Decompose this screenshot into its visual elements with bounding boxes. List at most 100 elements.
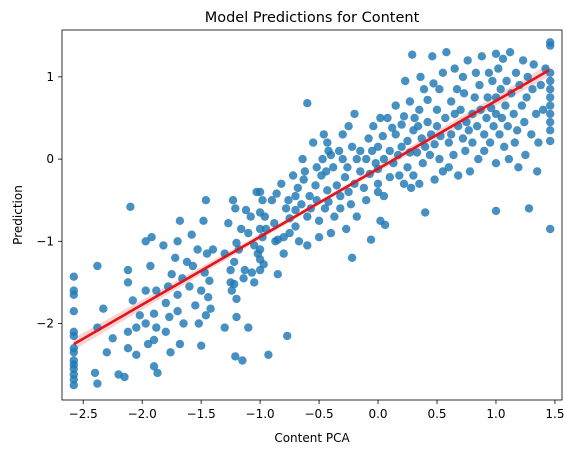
data-point [69,375,79,384]
data-point [224,219,233,228]
y-tick-label: 1 [46,70,54,84]
data-point [231,204,240,213]
data-point [279,249,288,258]
data-point [247,268,257,277]
data-point [391,101,400,110]
data-point [342,224,351,234]
data-point [240,265,249,275]
data-point [141,319,150,328]
data-point [281,204,291,213]
data-point [123,265,133,275]
x-axis-label: Content PCA [274,431,350,445]
data-point [347,142,357,151]
data-point [546,76,555,86]
data-point [447,97,456,106]
data-point [471,68,481,78]
data-point [255,224,265,234]
data-point [237,224,246,234]
data-point [378,131,387,141]
data-point [326,150,336,160]
data-point [291,191,300,201]
data-point [505,48,515,57]
data-point [369,122,378,131]
data-point [108,334,117,343]
data-point [126,202,135,211]
x-tick-label: −2.5 [69,407,98,421]
data-point [403,163,412,172]
data-point [201,196,211,205]
y-axis-label: Prediction [11,185,25,245]
data-point [230,279,239,289]
data-point [362,196,371,205]
data-point [546,93,555,102]
data-point [385,146,394,156]
data-point [468,138,477,147]
data-point [69,348,79,357]
data-point [444,163,453,172]
data-point [93,261,102,271]
data-point [538,105,548,115]
data-point [277,179,286,188]
data-point [293,183,302,193]
data-point [485,138,495,147]
data-point [149,335,159,345]
data-point [480,146,489,156]
data-point [120,372,129,382]
data-point [491,206,501,216]
data-point [167,270,176,279]
data-point [238,356,247,365]
data-point [230,257,239,267]
data-point [517,101,527,110]
data-point [419,85,429,94]
data-point [182,257,192,267]
data-point [255,245,265,254]
data-point [518,56,528,65]
data-point [412,148,422,157]
data-point [323,186,332,195]
data-point [312,163,321,172]
data-point [522,93,531,102]
data-point [524,204,534,213]
x-tick-label: 1.5 [545,407,564,421]
data-point [285,228,294,238]
x-tick-label: −0.5 [305,407,334,421]
data-point [244,323,253,332]
data-point [314,233,324,242]
data-point [171,253,180,262]
x-tick-label: −2.0 [128,407,157,421]
data-point [318,154,327,164]
data-point [477,52,486,61]
data-point [204,293,213,302]
data-point [346,200,356,209]
data-point [504,154,514,164]
data-point [347,253,357,262]
y-tick-label: 0 [46,152,54,166]
data-point [123,327,133,336]
data-point [334,146,344,156]
data-point [410,113,419,123]
data-point [546,224,555,234]
data-point [291,205,300,215]
data-point [185,282,194,291]
data-point [250,278,259,287]
data-point [502,76,511,86]
data-point [294,237,304,246]
data-point [489,122,498,131]
data-point [379,154,389,164]
data-point [128,296,137,305]
data-point [472,122,482,131]
data-point [323,138,332,147]
data-point [344,122,353,131]
data-point [246,212,255,221]
data-point [379,191,389,201]
data-point [288,171,298,180]
data-point [470,93,479,102]
data-point [488,76,497,86]
data-point [527,130,536,139]
data-point [454,171,463,180]
data-point [397,142,406,151]
data-point [255,187,265,197]
data-point [438,68,448,78]
data-point [503,122,512,131]
data-point [533,167,542,176]
